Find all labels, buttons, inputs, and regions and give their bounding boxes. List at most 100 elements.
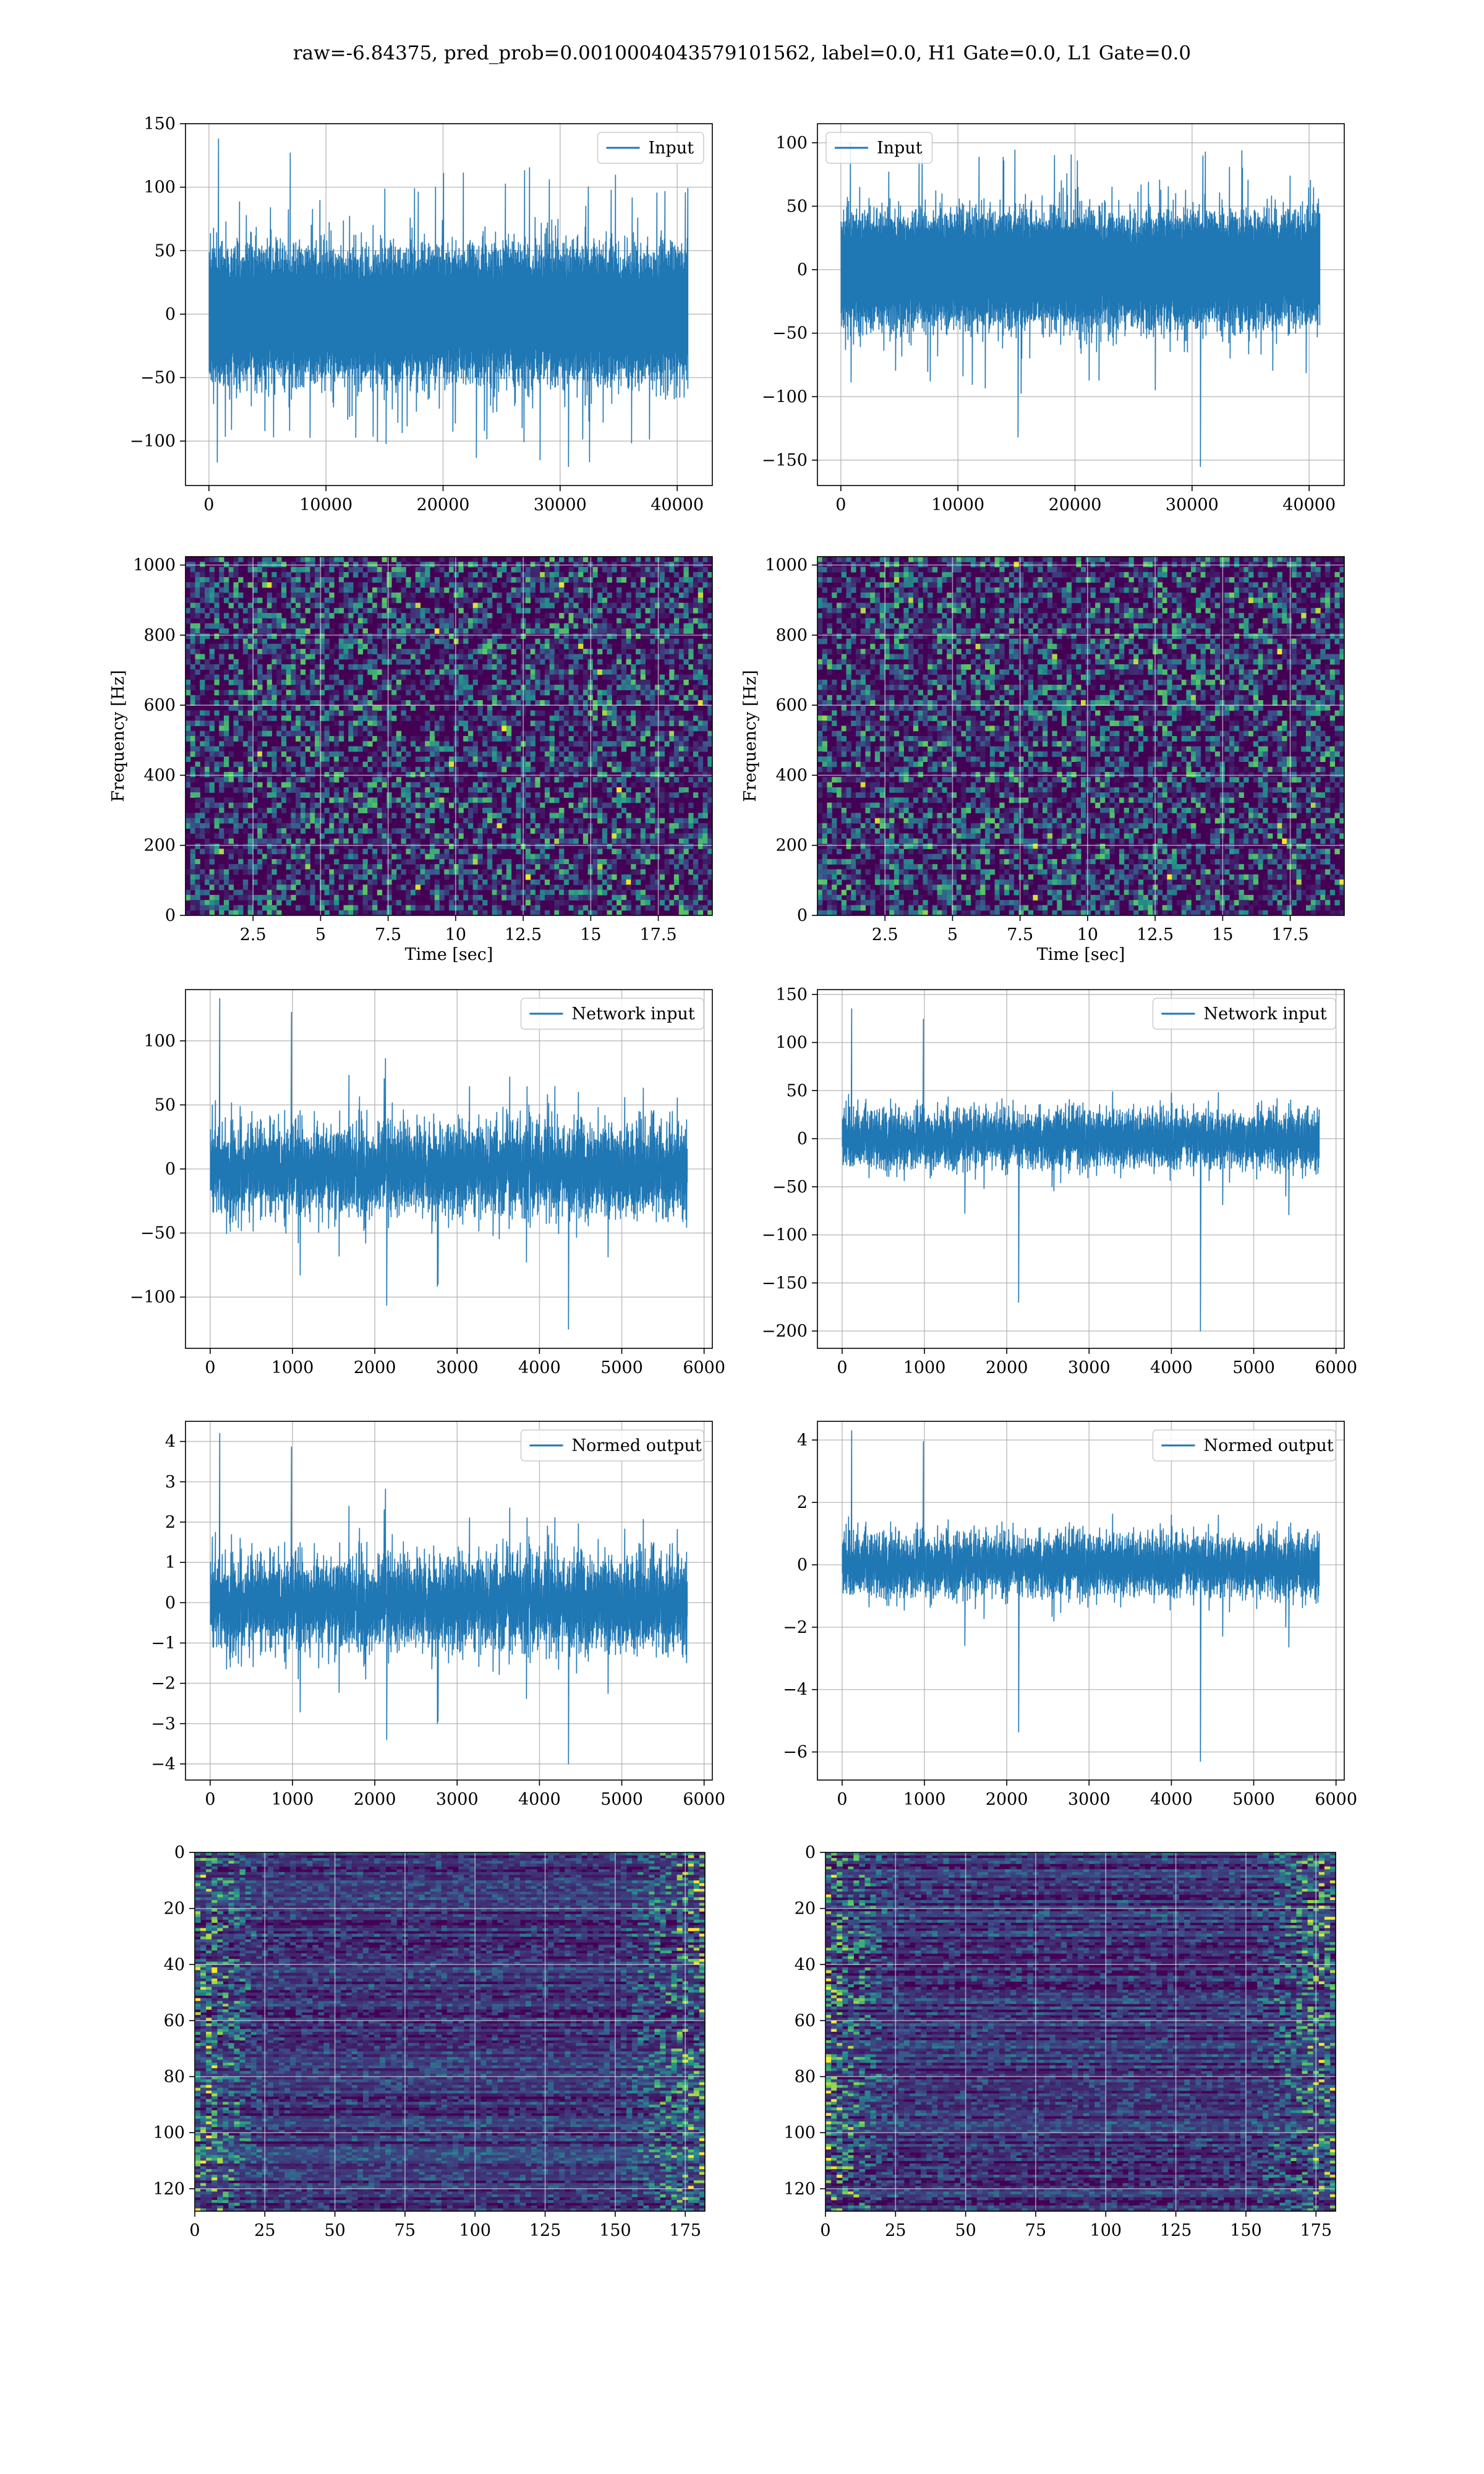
y-tick-label: 60 (795, 2011, 816, 2031)
y-tick-label: 200 (143, 836, 176, 855)
x-tick-label: 4000 (518, 1358, 561, 1377)
x-tick-label: 0 (835, 495, 846, 515)
x-tick-label: 75 (1025, 2221, 1046, 2240)
chart-net-l1: 0 1000 2000 3000 4000 5000 6000−200−150−100−50… (762, 985, 1357, 1377)
x-tick-label: 125 (529, 2221, 561, 2240)
x-tick-label: 20000 (1049, 495, 1102, 515)
y-tick-label: −100 (762, 387, 808, 406)
y-tick-label: 3 (165, 1473, 176, 1492)
y-tick-label: 100 (143, 1032, 176, 1051)
y-axis-label: Frequency [Hz] (741, 670, 760, 802)
legend-label: Network input (572, 1004, 695, 1024)
legend-label: Input (649, 139, 694, 158)
y-tick-label: −1 (151, 1633, 176, 1653)
y-tick-label: 80 (795, 2068, 816, 2087)
legend-label: Network input (1204, 1004, 1327, 1024)
x-tick-label: 50 (955, 2221, 976, 2240)
x-tick-label: 0 (203, 495, 214, 515)
series-line-norm-l1 (842, 1430, 1320, 1762)
axes-frame (185, 556, 713, 916)
y-tick-label: 50 (155, 1095, 176, 1115)
x-tick-label: 6000 (683, 1358, 725, 1377)
x-tick-label: 125 (1160, 2221, 1192, 2240)
x-tick-label: 0 (205, 1358, 215, 1377)
y-tick-label: 80 (164, 2068, 185, 2087)
y-tick-label: −200 (762, 1322, 808, 1341)
y-tick-label: 800 (775, 626, 808, 645)
x-tick-label: 100 (459, 2221, 492, 2240)
x-tick-label: 40000 (650, 495, 704, 515)
x-tick-label: 6000 (683, 1790, 725, 1809)
y-tick-label: 40 (164, 1955, 185, 1974)
chart-net-h1: 0 1000 2000 3000 4000 5000 6000 −100 −50 0 50 100 Ne… (130, 989, 725, 1377)
x-tick-label: 5 (947, 925, 958, 944)
x-tick-label: 10000 (931, 495, 984, 515)
x-tick-label: 100 (1090, 2221, 1122, 2240)
x-tick-label: 4000 (1150, 1358, 1193, 1377)
axes-frame (185, 123, 713, 486)
x-tick-label: 30000 (1166, 495, 1219, 515)
y-tick-label: −50 (140, 369, 176, 388)
x-tick-label: 2.5 (240, 925, 267, 944)
x-tick-label: 175 (1300, 2221, 1332, 2240)
x-tick-label: 15 (580, 925, 601, 944)
x-tick-label: 0 (205, 1790, 215, 1809)
y-tick-label: 60 (164, 2011, 185, 2031)
x-tick-label: 6000 (1315, 1358, 1357, 1377)
series-line-net-h1 (210, 998, 688, 1330)
y-tick-label: −150 (762, 1273, 808, 1293)
y-tick-label: 0 (165, 1160, 176, 1179)
y-tick-label: 120 (153, 2180, 185, 2199)
legend-box (520, 998, 704, 1030)
y-tick-label: 100 (775, 1034, 808, 1053)
x-tick-label: 3000 (436, 1790, 479, 1809)
x-tick-label: 0 (189, 2221, 200, 2240)
x-tick-label: 2000 (354, 1358, 396, 1377)
figure-suptitle: raw=-6.84375, pred_prob=0.00100040435791… (0, 42, 1484, 64)
y-tick-label: −100 (130, 432, 176, 451)
x-tick-label: 25 (885, 2221, 906, 2240)
x-tick-label: 75 (394, 2221, 416, 2240)
y-tick-label: 0 (165, 305, 176, 324)
x-tick-label: 2000 (354, 1790, 396, 1809)
legend-box (520, 1429, 704, 1462)
x-tick-label: 7.5 (1007, 925, 1033, 944)
x-tick-label: 40000 (1282, 495, 1336, 515)
y-tick-label: −6 (783, 1743, 808, 1762)
x-tick-label: 0 (820, 2221, 830, 2240)
x-tick-label: 150 (599, 2221, 631, 2240)
y-tick-label: 400 (775, 766, 808, 785)
y-tick-label: 0 (165, 906, 176, 925)
chart-input-l1: 0 10000 20000 30000 40000 −150 −100 −50 0 50 100 In… (762, 123, 1345, 515)
legend-label: Input (877, 139, 923, 158)
y-tick-label: 4 (797, 1431, 808, 1450)
y-tick-label: 2 (797, 1493, 808, 1512)
axes-frame (194, 1852, 706, 2212)
series-line-net-l1 (842, 1008, 1320, 1332)
axes-frame (817, 556, 1345, 916)
x-tick-label: 25 (254, 2221, 275, 2240)
y-tick-label: 0 (165, 1593, 176, 1612)
chart-norm-h1: 0 1000 2000 3000 4000 5000 6000 −4 −3 −2 −1 0 1 2 3 4 No… (151, 1421, 725, 1809)
x-tick-label: 7.5 (375, 925, 401, 944)
heatmap-cells-spec-l1 (817, 557, 1345, 916)
x-axis-label: Time [sec] (1037, 945, 1125, 964)
x-tick-label: 1000 (903, 1358, 946, 1377)
x-tick-label: 2.5 (872, 925, 898, 944)
legend-label: Normed output (1204, 1436, 1334, 1455)
y-tick-label: 150 (775, 985, 808, 1004)
y-tick-label: −4 (783, 1680, 808, 1700)
x-tick-label: 10 (1077, 925, 1098, 944)
series-line-norm-h1 (210, 1432, 688, 1765)
y-tick-label: 50 (787, 197, 808, 216)
x-tick-label: 5000 (600, 1790, 643, 1809)
y-tick-label: 100 (783, 2123, 816, 2142)
x-tick-label: 12.5 (1136, 925, 1174, 944)
y-tick-label: −50 (772, 1178, 808, 1197)
x-tick-label: 3000 (1068, 1790, 1111, 1809)
y-tick-label: 600 (775, 696, 808, 715)
x-tick-label: 5000 (600, 1358, 643, 1377)
y-tick-label: 20 (164, 1899, 185, 1919)
heatmap-cells-feat-h1 (195, 1852, 706, 2212)
y-tick-label: −50 (140, 1224, 176, 1243)
